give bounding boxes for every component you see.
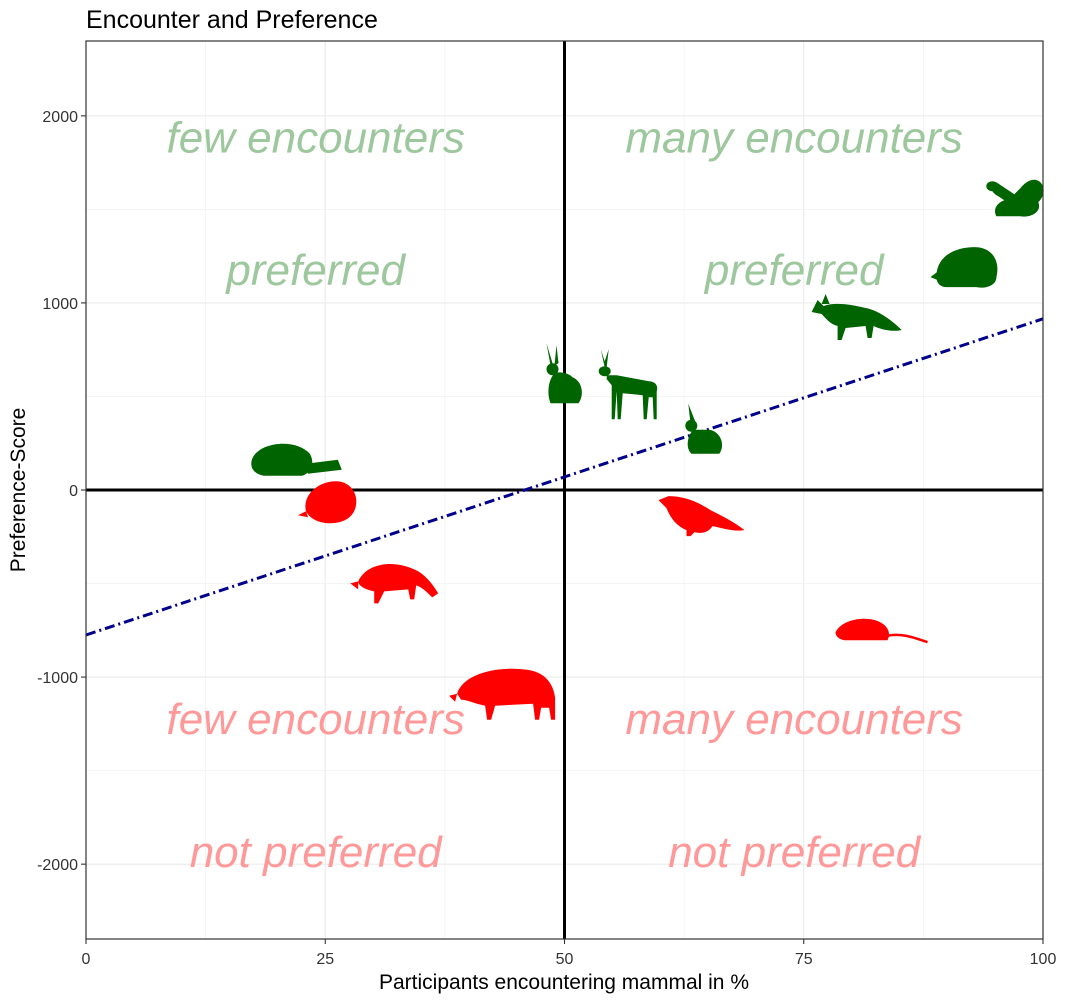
x-tick-label: 0 xyxy=(82,951,91,968)
y-axis-ticks: -2000 -1000 0 1000 2000 xyxy=(37,109,86,874)
marten-icon xyxy=(658,496,745,537)
y-tick-label: -1000 xyxy=(37,670,78,687)
x-axis-ticks: 0 25 50 75 100 xyxy=(82,939,1057,968)
y-tick-label: 1000 xyxy=(42,296,78,313)
x-tick-label: 25 xyxy=(316,951,334,968)
deer-icon xyxy=(598,349,658,420)
quadrant-label-line1: many encounters xyxy=(625,113,963,162)
quadrant-label-line2: preferred xyxy=(224,246,406,295)
hare-icon xyxy=(546,343,582,404)
fox-icon xyxy=(811,294,902,340)
y-tick-label: -2000 xyxy=(37,857,78,874)
beaver-icon xyxy=(251,443,342,476)
chart-title: Encounter and Preference xyxy=(86,6,378,34)
wild-boar-icon xyxy=(449,668,556,720)
quadrant-label-line2: not preferred xyxy=(190,828,443,877)
hedgehog-icon xyxy=(930,247,998,288)
mole-icon xyxy=(298,481,357,524)
rabbit-icon xyxy=(685,403,723,454)
raccoon-icon xyxy=(350,564,439,604)
quadrant-label-line2: preferred xyxy=(703,246,885,295)
x-tick-label: 100 xyxy=(1030,951,1057,968)
trend-line xyxy=(85,317,1044,637)
trend-line-group xyxy=(85,317,1044,637)
quadrant-label-line1: many encounters xyxy=(625,695,963,744)
y-tick-label: 2000 xyxy=(42,109,78,126)
quadrant-label-line1: few encounters xyxy=(166,695,464,744)
rat-icon xyxy=(835,618,928,644)
x-axis-label: Participants encountering mammal in % xyxy=(379,971,749,994)
quadrant-label-line1: few encounters xyxy=(166,113,464,162)
squirrel-icon xyxy=(986,179,1044,217)
reference-lines xyxy=(86,41,1043,939)
x-tick-label: 50 xyxy=(556,951,574,968)
data-points xyxy=(251,179,1044,720)
quadrant-label-line2: not preferred xyxy=(668,828,921,877)
x-tick-label: 75 xyxy=(795,951,813,968)
y-tick-label: 0 xyxy=(69,483,78,500)
quadrant-labels: few encounters preferred many encounters pr… xyxy=(166,113,962,877)
y-axis-label: Preference-Score xyxy=(7,408,30,573)
